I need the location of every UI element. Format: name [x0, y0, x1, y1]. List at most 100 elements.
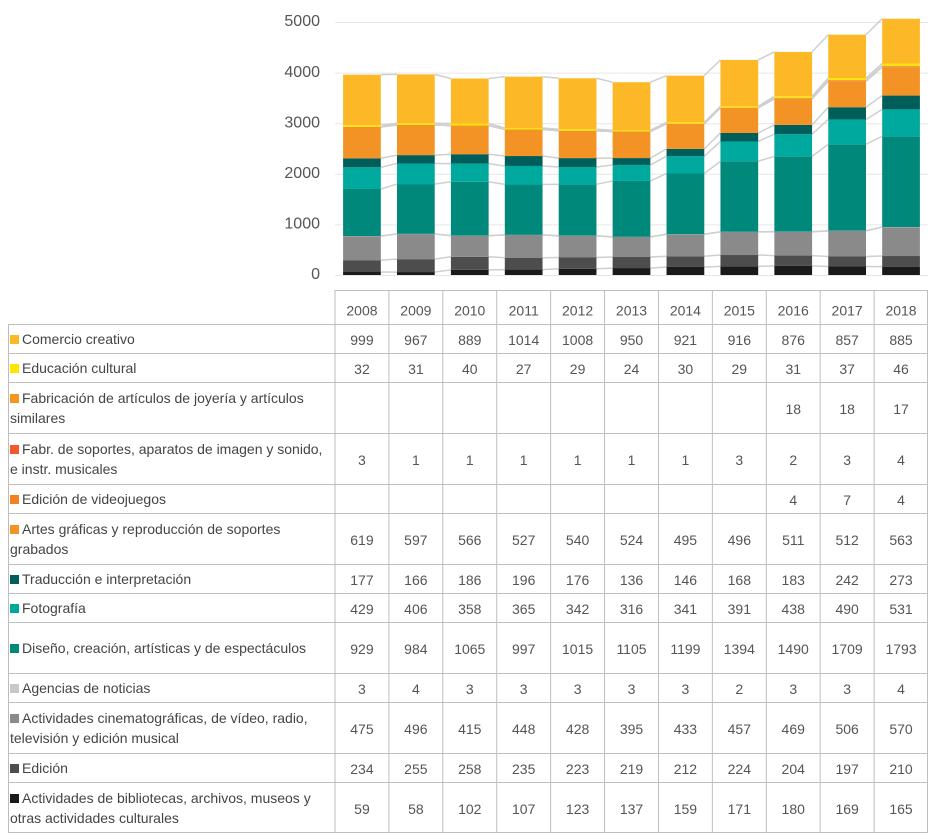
table-value: 197 — [835, 761, 859, 777]
bar-segment — [612, 158, 651, 165]
table-value: 219 — [620, 761, 644, 777]
series-line — [542, 234, 559, 237]
series-line — [757, 51, 775, 61]
legend-label: Comercio creativo — [22, 330, 135, 347]
table-value: 342 — [566, 601, 590, 617]
table-value: 171 — [728, 801, 752, 817]
bar-segment — [828, 79, 867, 81]
bar-segment — [612, 164, 651, 181]
legend-label-box: Diseño, creación, artísticas y de espect… — [10, 638, 306, 658]
series-line — [865, 135, 883, 145]
legend-entry: Fotografía — [10, 593, 335, 622]
table-value: 183 — [782, 572, 806, 588]
x-tick-label: 2018 — [885, 303, 916, 319]
table-value: 457 — [728, 721, 752, 737]
series-line — [434, 153, 451, 156]
table-value: 186 — [458, 572, 482, 588]
series-line — [542, 155, 559, 159]
table-value: 7 — [843, 492, 851, 508]
bar-segment — [343, 125, 381, 127]
bar-segment — [504, 257, 543, 270]
table-value: 169 — [835, 801, 859, 817]
table-value: 4 — [897, 452, 905, 468]
legend-entry: Actividades cinematográficas, de vídeo, … — [10, 702, 335, 753]
series-line — [488, 75, 505, 80]
table-value: 391 — [728, 601, 752, 617]
table-value: 428 — [566, 721, 590, 737]
table-value: 1 — [628, 452, 636, 468]
bar-segment — [666, 122, 705, 124]
bar-segment — [882, 65, 920, 67]
bar-segment — [774, 124, 813, 135]
series-line — [542, 268, 559, 271]
series-line — [757, 133, 775, 143]
bar-segment — [343, 126, 381, 159]
table-value: 511 — [782, 532, 805, 548]
series-line — [811, 118, 829, 135]
legend-label: Fabr. de soportes, aparatos de imagen y … — [10, 440, 323, 477]
table-value: 136 — [620, 572, 644, 588]
table-value: 527 — [512, 532, 536, 548]
series-line — [596, 235, 613, 238]
legend-entry: Comercio creativo — [10, 324, 335, 353]
bar-segment — [828, 256, 867, 267]
table-value: 540 — [566, 532, 590, 548]
table-value: 165 — [889, 801, 913, 817]
bar-segment — [774, 231, 813, 256]
series-line — [380, 124, 398, 128]
bar-segment — [666, 156, 705, 174]
bar-segment — [882, 266, 920, 275]
table-value: 18 — [785, 401, 801, 417]
series-line — [596, 180, 613, 186]
table-value: 3 — [682, 681, 690, 697]
table-value: 123 — [566, 801, 590, 817]
table-value: 524 — [620, 532, 644, 548]
bar-segment — [450, 125, 489, 155]
legend-entry: Fabricación de artículos de joyería y ar… — [10, 382, 335, 433]
series-line — [542, 127, 559, 131]
table-value: 570 — [889, 721, 913, 737]
table-value: 512 — [835, 532, 859, 548]
series-line — [650, 266, 667, 269]
series-line — [542, 165, 559, 168]
x-tick-label: 2014 — [670, 303, 701, 319]
table-value: 212 — [674, 761, 698, 777]
bar-segment — [504, 76, 543, 128]
bar-segment — [882, 136, 920, 227]
bar-segment — [558, 158, 597, 168]
bar-segment — [666, 256, 705, 267]
y-tick-label: 1000 — [284, 216, 320, 233]
bar-segment — [774, 255, 813, 266]
table-value: 469 — [782, 721, 806, 737]
legend-entry: Edición — [10, 753, 335, 782]
table-value: 1490 — [778, 641, 809, 657]
bar-segment — [504, 269, 543, 275]
series-line — [865, 62, 883, 79]
legend-label-box: Educación cultural — [10, 358, 136, 378]
series-line — [380, 233, 398, 237]
table-value: 58 — [408, 801, 424, 817]
bar-segment — [882, 67, 920, 96]
bar-segment — [396, 234, 435, 260]
table-value: 929 — [350, 641, 374, 657]
table-value: 210 — [889, 761, 913, 777]
series-line — [596, 77, 613, 83]
legend-swatch — [10, 793, 19, 803]
bar-segment — [396, 123, 435, 125]
legend-label: Traducción e interpretación — [22, 570, 192, 587]
series-line — [434, 233, 451, 237]
table-value: 32 — [354, 361, 370, 377]
bar-segment — [396, 155, 435, 164]
table-value: 29 — [570, 361, 586, 377]
table-value: 885 — [889, 332, 913, 348]
series-line — [650, 74, 667, 83]
table-value: 3 — [843, 681, 851, 697]
series-line — [650, 172, 667, 182]
bar-segment — [828, 34, 867, 79]
bar-segment — [450, 163, 489, 182]
legend-label-box: Artes gráficas y reproducción de soporte… — [10, 519, 331, 559]
table-value: 18 — [839, 401, 855, 417]
bar-segment — [828, 81, 867, 108]
bar-segment — [343, 74, 381, 126]
table-value: 415 — [458, 721, 482, 737]
